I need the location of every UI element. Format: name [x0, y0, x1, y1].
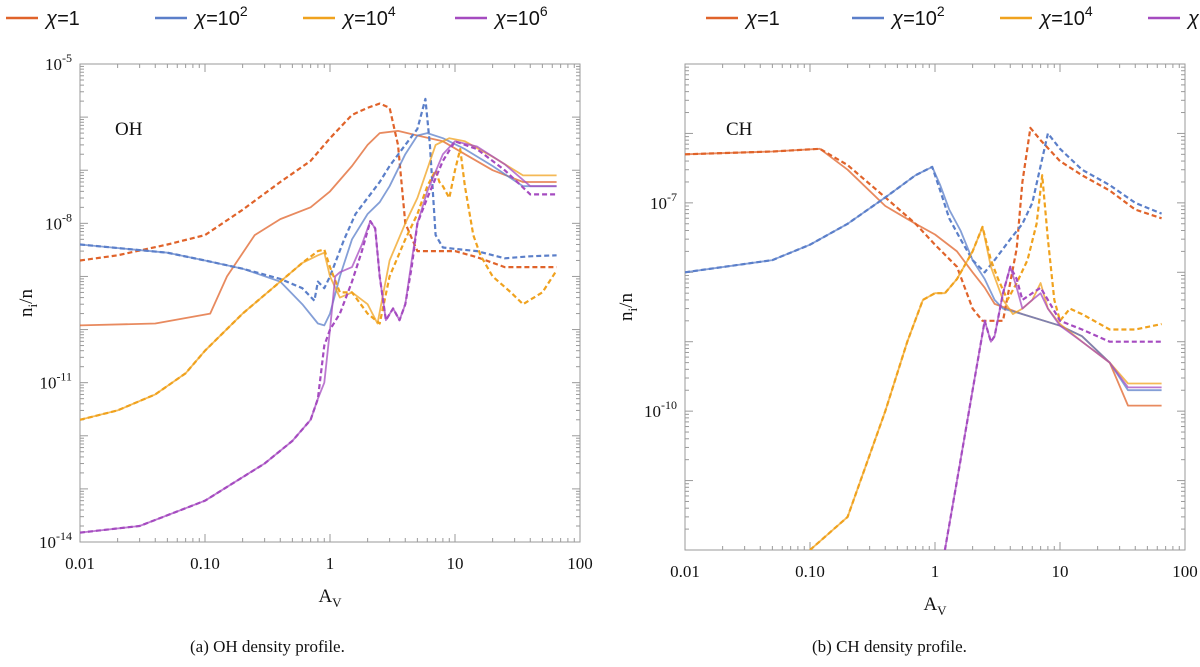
legend-label: χ=106 — [493, 3, 548, 30]
legend-label: χ=102 — [890, 3, 945, 30]
chart-panel-a: 0.01 0.10 1 10 100 10-5 10-8 10-11 10-14 AV ni/n OH… — [6, 3, 593, 656]
plot-frame — [79, 63, 581, 543]
x-axis-label: AV — [923, 594, 947, 618]
series-line-solid — [809, 226, 1162, 550]
x-tick-label: 0.01 — [65, 554, 95, 573]
x-tick-label: 100 — [1172, 562, 1198, 581]
panel-species-label: OH — [115, 119, 143, 140]
y-tick-label: 10-14 — [39, 529, 72, 552]
axis-ticks — [79, 64, 580, 543]
series-line-dashed — [685, 126, 1162, 322]
legend-item: χ=1 — [6, 8, 80, 30]
x-tick-label: 0.01 — [670, 562, 700, 581]
y-tick-label: 10-8 — [45, 210, 72, 233]
legend-item: χ=102 — [852, 3, 945, 30]
legend-item: χ=104 — [1000, 3, 1093, 30]
series-line-solid — [80, 140, 557, 534]
series-group — [80, 97, 558, 534]
y-tick-label: 10-5 — [45, 51, 72, 74]
panel-species-label: CH — [726, 119, 753, 140]
legend-label: χ=1 — [744, 8, 780, 30]
series-line-solid — [685, 166, 1162, 392]
x-tick-label: 1 — [326, 554, 335, 573]
y-axis-label: ni/n — [16, 289, 40, 317]
x-tick-label: 100 — [567, 554, 593, 573]
legend: χ=1 χ=102 χ=104 χ=106 — [6, 3, 548, 30]
legend-label: χ=104 — [1038, 3, 1093, 30]
x-tick-label: 0.10 — [795, 562, 825, 581]
legend: χ=1 χ=102 χ=104 χ=106 — [706, 3, 1200, 30]
series-line-solid — [80, 130, 557, 327]
series-line-dashed — [80, 102, 557, 269]
legend-item: χ=106 — [1148, 3, 1200, 30]
series-line-dashed — [809, 174, 1162, 550]
x-axis-label: AV — [318, 586, 342, 610]
series-line-dashed — [80, 148, 558, 421]
x-tick-label: 0.10 — [190, 554, 220, 573]
legend-label: χ=102 — [193, 3, 248, 30]
figure-caption: (b) CH density profile. — [812, 637, 967, 656]
y-axis-label: ni/n — [616, 293, 640, 321]
legend-item: χ=106 — [455, 3, 548, 30]
legend-label: χ=106 — [1186, 3, 1200, 30]
series-line-solid — [685, 147, 1162, 407]
series-line-solid — [80, 132, 557, 327]
series-line-solid — [80, 137, 557, 421]
legend-item: χ=1 — [706, 8, 780, 30]
series-line-dashed — [685, 132, 1163, 274]
legend-item: χ=104 — [303, 3, 396, 30]
axis-ticks — [684, 64, 1185, 551]
series-line-solid — [944, 265, 1162, 550]
series-line-dashed — [80, 97, 557, 302]
legend-label: χ=104 — [341, 3, 396, 30]
legend-item: χ=102 — [155, 3, 248, 30]
y-tick-label: 10-11 — [39, 370, 72, 393]
y-tick-label: 10-7 — [650, 190, 677, 213]
x-tick-label: 10 — [1052, 562, 1069, 581]
series-line-dashed — [943, 265, 1162, 550]
x-tick-label: 1 — [931, 562, 940, 581]
figure-caption: (a) OH density profile. — [190, 637, 345, 656]
x-tick-label: 10 — [447, 554, 464, 573]
y-tick-label: 10-10 — [644, 398, 677, 421]
legend-label: χ=1 — [44, 8, 80, 30]
series-group — [685, 126, 1163, 550]
plot-frame — [684, 63, 1186, 551]
